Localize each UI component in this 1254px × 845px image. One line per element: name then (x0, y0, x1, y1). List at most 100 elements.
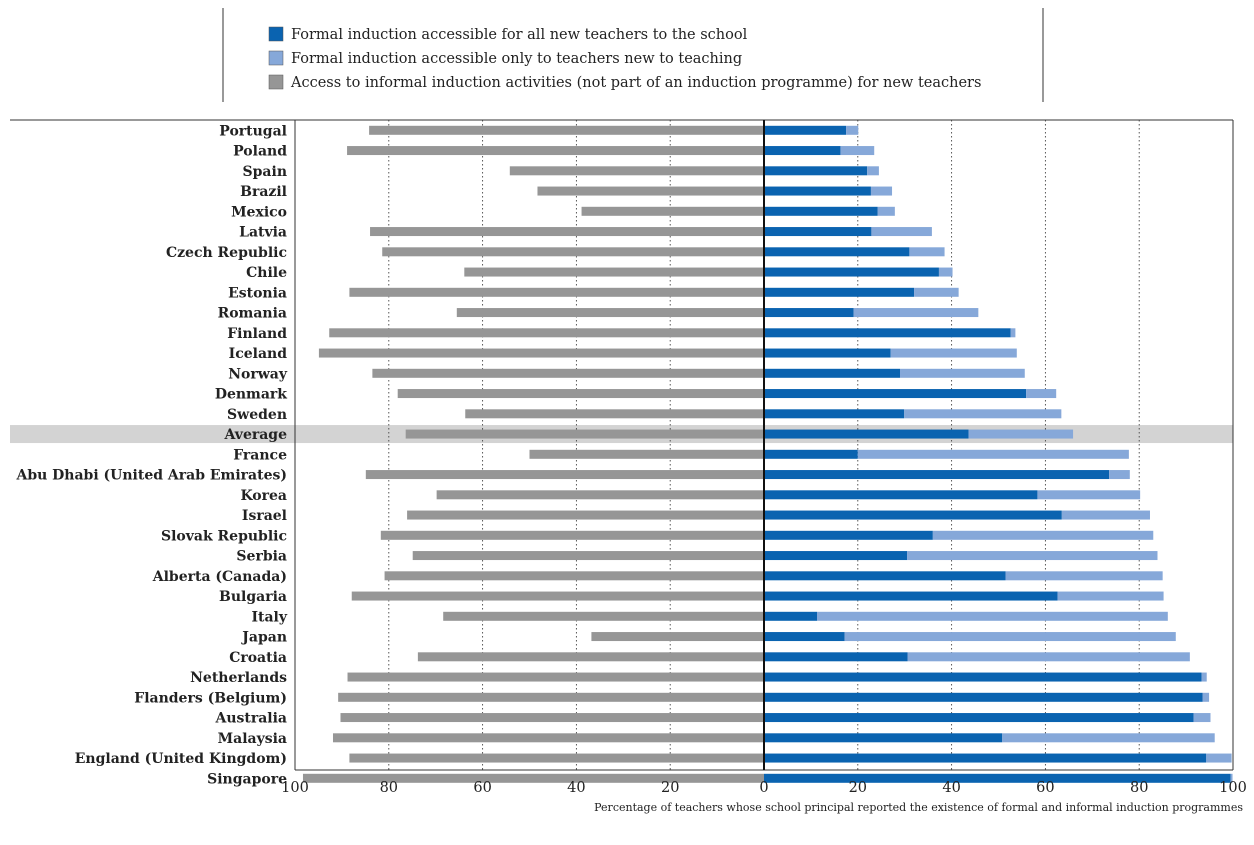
bar-formal-all-25 (764, 632, 845, 642)
bar-formal-all-3 (764, 186, 871, 196)
bar-formal-all-20 (764, 530, 933, 540)
bar-informal-15 (405, 429, 764, 439)
category-label-31: England (United Kingdom) (75, 751, 287, 767)
category-label-8: Estonia (228, 285, 287, 301)
bar-informal-1 (347, 146, 764, 156)
legend: Formal induction accessible for all new … (222, 8, 1044, 102)
bar-informal-5 (370, 227, 764, 237)
category-label-6: Czech Republic (166, 245, 287, 261)
x-axis-caption: Percentage of teachers whose school prin… (594, 801, 1243, 814)
category-label-10: Finland (227, 326, 287, 342)
category-label-5: Latvia (239, 225, 287, 241)
bar-formal-all-32 (764, 773, 1231, 783)
bar-formal-new-10 (1010, 328, 1016, 338)
bar-formal-all-1 (764, 146, 841, 156)
bar-formal-new-0 (846, 125, 859, 135)
bar-informal-0 (369, 125, 764, 135)
category-label-16: France (233, 447, 287, 463)
bar-informal-22 (384, 571, 764, 581)
bar-formal-all-7 (764, 267, 939, 277)
bar-formal-new-25 (844, 632, 1176, 642)
bar-formal-all-22 (764, 571, 1006, 581)
category-label-3: Brazil (240, 184, 287, 200)
bar-formal-all-18 (764, 490, 1038, 500)
category-label-23: Bulgaria (219, 589, 287, 605)
bar-informal-19 (407, 510, 764, 520)
axis-layer: 100 80 60 40 20 0 20 40 60 80 100 Percentage of tea… (281, 780, 1247, 814)
x-tick-label-8: 60 (1036, 780, 1054, 796)
bar-informal-23 (351, 591, 764, 601)
bar-formal-new-19 (1061, 510, 1150, 520)
category-label-0: Portugal (219, 123, 287, 139)
category-label-32: Singapore (207, 771, 287, 787)
bar-formal-all-11 (764, 348, 891, 358)
bar-formal-all-14 (764, 409, 905, 419)
bar-informal-10 (329, 328, 764, 338)
bar-formal-new-16 (857, 449, 1129, 459)
category-label-1: Poland (233, 144, 287, 160)
x-tick-label-3: 40 (567, 780, 585, 796)
bar-formal-new-13 (1026, 389, 1057, 399)
bar-formal-all-17 (764, 470, 1110, 480)
bar-informal-8 (349, 287, 764, 297)
bar-informal-29 (340, 713, 764, 723)
legend-swatch-0 (268, 26, 284, 42)
x-tick-label-4: 20 (661, 780, 679, 796)
bar-formal-new-6 (909, 247, 945, 257)
x-tick-label-0: 100 (281, 780, 309, 796)
bar-formal-new-23 (1057, 591, 1164, 601)
bar-formal-all-29 (764, 713, 1194, 723)
bar-formal-new-14 (904, 409, 1062, 419)
bar-informal-11 (318, 348, 764, 358)
bar-formal-new-30 (1002, 733, 1215, 743)
bar-informal-2 (509, 166, 764, 176)
bar-formal-new-7 (938, 267, 953, 277)
bar-formal-new-31 (1206, 753, 1232, 763)
bar-formal-new-29 (1193, 713, 1211, 723)
x-tick-label-2: 60 (473, 780, 491, 796)
category-label-12: Norway (228, 366, 288, 382)
bar-formal-new-9 (853, 308, 979, 318)
x-tick-label-7: 40 (942, 780, 960, 796)
category-label-25: Japan (240, 630, 287, 646)
bar-formal-new-1 (840, 146, 875, 156)
bar-formal-new-12 (900, 368, 1025, 378)
bar-formal-all-13 (764, 389, 1027, 399)
legend-swatch-1 (268, 50, 284, 66)
bar-informal-4 (581, 206, 764, 216)
bar-formal-all-6 (764, 247, 910, 257)
category-label-24: Italy (251, 609, 287, 625)
category-label-30: Malaysia (218, 731, 287, 747)
bar-informal-12 (372, 368, 764, 378)
category-label-11: Iceland (229, 346, 288, 362)
bar-formal-new-4 (877, 206, 895, 216)
legend-label-2: Access to informal induction activities … (290, 75, 981, 91)
bar-informal-31 (349, 753, 764, 763)
x-tick-label-10: 100 (1219, 780, 1247, 796)
bar-formal-new-11 (890, 348, 1017, 358)
bar-formal-new-8 (914, 287, 959, 297)
bar-informal-17 (365, 470, 764, 480)
bar-informal-13 (397, 389, 764, 399)
bar-formal-all-28 (764, 692, 1203, 702)
bar-formal-new-27 (1201, 672, 1207, 682)
bar-formal-all-9 (764, 308, 854, 318)
bar-formal-new-18 (1037, 490, 1141, 500)
bar-formal-new-17 (1109, 470, 1130, 480)
bar-formal-all-26 (764, 652, 908, 662)
labels-layer: Portugal Poland Spain Brazil Mexico Latvia Cze… (15, 123, 287, 787)
bar-formal-new-20 (932, 530, 1154, 540)
x-tick-label-9: 80 (1130, 780, 1148, 796)
category-label-27: Netherlands (190, 670, 287, 686)
bar-formal-new-2 (867, 166, 879, 176)
bar-formal-new-28 (1202, 692, 1210, 702)
bar-informal-26 (417, 652, 764, 662)
bar-formal-all-27 (764, 672, 1202, 682)
bar-informal-30 (332, 733, 764, 743)
category-label-15: Average (224, 427, 288, 443)
category-label-26: Croatia (229, 650, 287, 666)
bar-formal-all-30 (764, 733, 1003, 743)
bar-informal-24 (443, 611, 764, 621)
bar-formal-all-8 (764, 287, 915, 297)
bar-informal-21 (412, 551, 764, 561)
